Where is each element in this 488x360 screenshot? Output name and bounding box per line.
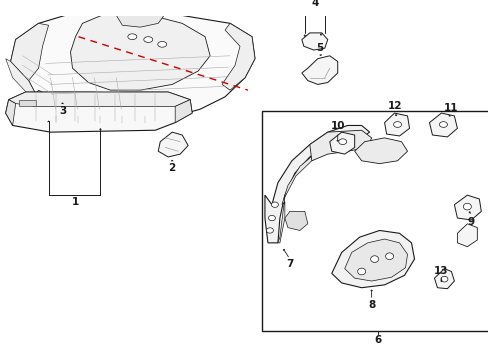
Text: 5: 5 [316, 43, 323, 53]
Polygon shape [11, 23, 48, 81]
Ellipse shape [127, 34, 137, 40]
Ellipse shape [271, 202, 278, 207]
Polygon shape [31, 90, 59, 111]
Polygon shape [453, 195, 480, 220]
Text: 4: 4 [310, 0, 318, 8]
Polygon shape [6, 59, 42, 104]
Text: 10: 10 [330, 121, 344, 131]
Ellipse shape [370, 256, 378, 262]
Ellipse shape [338, 139, 346, 145]
Ellipse shape [357, 268, 365, 275]
Ellipse shape [439, 122, 447, 127]
Ellipse shape [158, 41, 166, 47]
Polygon shape [433, 269, 453, 289]
Polygon shape [277, 135, 361, 243]
Text: 3: 3 [59, 106, 66, 116]
Polygon shape [158, 132, 188, 157]
Ellipse shape [143, 37, 152, 42]
Polygon shape [264, 126, 369, 243]
Polygon shape [428, 113, 456, 137]
Ellipse shape [268, 215, 275, 221]
Polygon shape [354, 138, 407, 164]
Polygon shape [329, 132, 354, 154]
Polygon shape [175, 100, 192, 123]
Text: 13: 13 [433, 266, 448, 275]
Ellipse shape [463, 203, 470, 210]
Text: 11: 11 [443, 103, 458, 113]
Polygon shape [6, 92, 192, 132]
Polygon shape [309, 130, 371, 161]
Text: 6: 6 [373, 335, 381, 345]
Polygon shape [70, 14, 210, 90]
Ellipse shape [266, 228, 273, 233]
Ellipse shape [385, 253, 393, 260]
Polygon shape [19, 100, 36, 106]
Text: 12: 12 [386, 102, 401, 111]
Text: 8: 8 [367, 300, 374, 310]
Ellipse shape [440, 276, 447, 282]
Polygon shape [115, 4, 165, 27]
Polygon shape [9, 92, 190, 106]
Bar [262, 111, 488, 331]
Ellipse shape [393, 122, 401, 127]
Text: 7: 7 [285, 259, 293, 269]
Polygon shape [6, 100, 16, 126]
Text: 1: 1 [72, 197, 79, 207]
Polygon shape [222, 23, 254, 90]
Text: 9: 9 [467, 217, 474, 227]
Text: 2: 2 [168, 163, 176, 174]
Polygon shape [285, 211, 307, 230]
Polygon shape [344, 239, 407, 281]
Polygon shape [384, 113, 408, 136]
Polygon shape [331, 230, 414, 288]
Polygon shape [11, 8, 254, 123]
Polygon shape [301, 33, 327, 50]
Polygon shape [456, 224, 476, 247]
Polygon shape [301, 56, 337, 85]
